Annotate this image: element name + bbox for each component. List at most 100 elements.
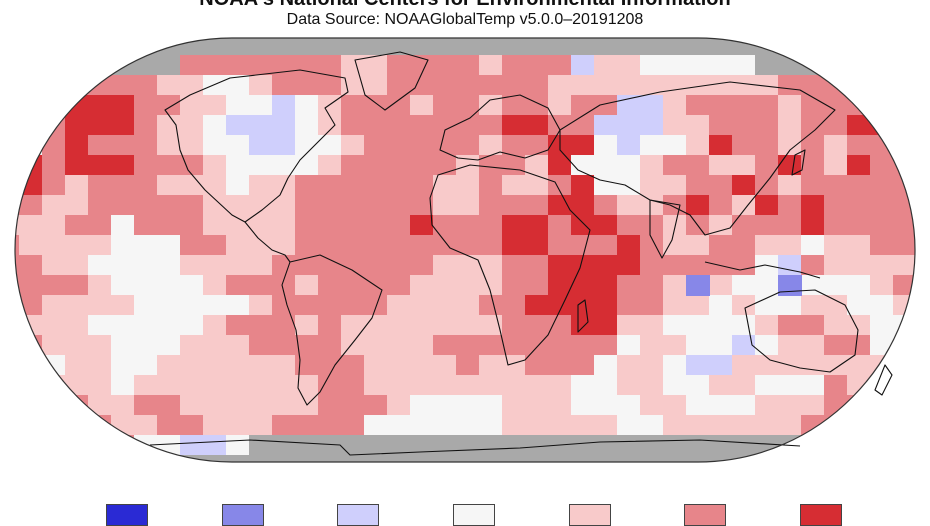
anomaly-cell — [19, 475, 43, 496]
anomaly-cell — [893, 38, 915, 56]
anomaly-cell — [88, 115, 112, 136]
anomaly-cell — [663, 155, 687, 176]
anomaly-cell — [479, 415, 503, 436]
anomaly-cell — [19, 175, 43, 196]
anomaly-cell — [548, 335, 572, 356]
south-america-outline — [281, 254, 383, 406]
anomaly-cell — [19, 235, 43, 256]
anomaly-cell — [617, 355, 641, 376]
legend-swatch-much-cooler — [106, 504, 148, 526]
anomaly-cell — [272, 335, 296, 356]
anomaly-cell — [548, 315, 572, 336]
anomaly-cell — [387, 355, 411, 376]
anomaly-cell — [318, 295, 342, 316]
anomaly-cell — [916, 275, 930, 296]
anomaly-cell — [594, 255, 618, 276]
anomaly-cell — [433, 455, 457, 462]
anomaly-cell — [502, 395, 526, 416]
anomaly-cell — [157, 475, 181, 496]
anomaly-cell — [157, 115, 181, 136]
anomaly-cell — [387, 415, 411, 436]
anomaly-cell — [640, 455, 664, 462]
anomaly-cell — [502, 275, 526, 296]
anomaly-cell — [778, 95, 802, 116]
anomaly-cell — [203, 215, 227, 236]
anomaly-cell — [180, 75, 204, 96]
anomaly-cell — [157, 315, 181, 336]
anomaly-cell — [341, 135, 365, 156]
anomaly-cell — [847, 355, 871, 376]
anomaly-cell — [755, 135, 779, 156]
anomaly-cell — [19, 38, 43, 56]
anomaly-cell — [594, 115, 618, 136]
anomaly-cell — [617, 115, 641, 136]
anomaly-cell — [893, 195, 915, 216]
anomaly-cell — [65, 395, 89, 416]
anomaly-cell — [732, 75, 756, 96]
anomaly-cell — [571, 315, 595, 336]
anomaly-cell — [203, 455, 227, 462]
anomaly-cell — [65, 275, 89, 296]
anomaly-cell — [916, 115, 930, 136]
anomaly-cell — [640, 295, 664, 316]
anomaly-cell — [824, 255, 848, 276]
anomaly-cell — [640, 275, 664, 296]
anomaly-cell — [525, 315, 549, 336]
anomaly-cell — [341, 355, 365, 376]
anomaly-cell — [732, 95, 756, 116]
anomaly-cell — [617, 475, 641, 496]
anomaly-cell — [847, 375, 871, 396]
anomaly-cell — [318, 315, 342, 336]
anomaly-cell — [226, 195, 250, 216]
anomaly-cell — [42, 175, 66, 196]
anomaly-cell — [226, 295, 250, 316]
anomaly-cell — [778, 475, 802, 496]
anomaly-cell — [364, 375, 388, 396]
anomaly-cell — [272, 355, 296, 376]
anomaly-cell — [824, 195, 848, 216]
anomaly-cell — [111, 295, 135, 316]
anomaly-cell — [893, 95, 915, 116]
anomaly-cell — [525, 495, 549, 500]
antarctica-outline — [149, 439, 801, 456]
anomaly-cell — [88, 335, 112, 356]
anomaly-cell — [0, 475, 20, 496]
anomaly-cell — [617, 55, 641, 76]
anomaly-cell — [571, 435, 595, 456]
anomaly-cell — [479, 75, 503, 96]
anomaly-cell — [364, 415, 388, 436]
anomaly-cell — [709, 275, 733, 296]
anomaly-cell — [295, 495, 319, 500]
anomaly-cell — [640, 215, 664, 236]
anomaly-cell — [249, 315, 273, 336]
anomaly-cell — [203, 95, 227, 116]
anomaly-cell — [617, 155, 641, 176]
anomaly-cell — [19, 255, 43, 276]
anomaly-cell — [709, 375, 733, 396]
anomaly-cell — [663, 75, 687, 96]
anomaly-cell — [456, 455, 480, 462]
anomaly-cell — [525, 275, 549, 296]
anomaly-cell — [456, 415, 480, 436]
anomaly-cell — [916, 235, 930, 256]
anomaly-cell — [525, 95, 549, 116]
anomaly-cell — [893, 495, 917, 500]
anomaly-cell — [778, 415, 802, 436]
anomaly-cell — [916, 315, 930, 336]
anomaly-cell — [709, 235, 733, 256]
anomaly-cell — [19, 375, 43, 396]
anomaly-cell — [272, 315, 296, 336]
anomaly-cell — [387, 275, 411, 296]
anomaly-cell — [893, 255, 915, 276]
anomaly-cell — [755, 235, 779, 256]
anomaly-cell — [525, 215, 549, 236]
anomaly-cell — [778, 295, 802, 316]
anomaly-cell — [111, 175, 135, 196]
anomaly-cell — [0, 495, 20, 500]
anomaly-cell — [640, 55, 664, 76]
anomaly-cell — [893, 335, 915, 356]
anomaly-cell — [203, 495, 227, 500]
anomaly-cell — [65, 215, 89, 236]
anomaly-cell — [410, 495, 434, 500]
anomaly-cell — [111, 38, 135, 56]
